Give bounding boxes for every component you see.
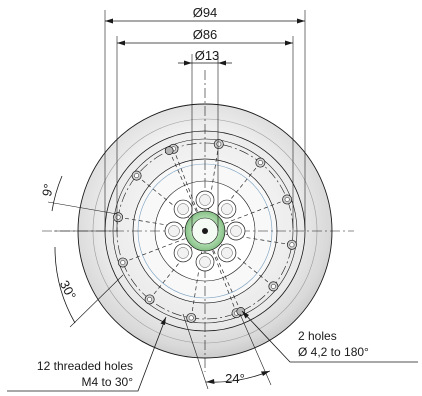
threaded-holes-label: 12 threaded holes [37,359,133,373]
dim86-arrow-right [285,40,293,46]
angle24-ext-left [182,313,209,390]
threaded-leader [7,316,167,392]
angle-9: 9° [39,182,56,197]
counterbore-hole-core [168,225,180,237]
threaded-hole-core [216,141,222,147]
dim-center-bore: Ø13 [195,48,220,63]
threaded-hole-core [289,242,295,248]
counterbore-hole-core [199,194,211,206]
pin-hole [164,146,174,155]
dim13-arrow-left [184,60,192,66]
threaded-hole-core [257,160,263,166]
threaded-hole-core [188,315,194,321]
angle30-arc [54,246,76,324]
threaded-holes [113,139,297,323]
counterbore-hole-core [177,247,189,259]
pin-holes-spec: Ø 4,2 to 180° [298,345,369,359]
dim86-arrow-left [117,40,125,46]
angle24-arrow-right [261,371,270,376]
counterbore-hole-core [221,203,233,215]
threaded-hole-core [270,283,276,289]
counterbore-hole-core [177,203,189,215]
threaded-leader-arrow [160,317,166,325]
angle9-ext [47,201,118,215]
dim-outer-diameter: Ø94 [193,5,218,20]
counterbore-hole-core [221,247,233,259]
threaded-hole-core [115,214,121,220]
threaded-hole-core [134,173,140,179]
dim94-arrow-left [105,18,113,24]
threaded-hole-core [147,296,153,302]
pin-leader-arrow [242,311,249,319]
angle30-ext [69,274,124,328]
angle9-arc [51,175,63,212]
dim-bolt-circle: Ø86 [193,27,218,42]
counterbore-hole-core [230,225,242,237]
counterbore-holes [164,190,246,272]
angle-30: 30° [57,278,79,302]
threaded-hole-core [120,260,126,265]
pin-holes-label: 2 holes [298,329,337,343]
angle24-arrow-left [206,379,215,384]
center-bore-core [202,228,208,234]
threaded-hole-core [284,197,290,202]
angle-24: 24° [225,371,245,386]
pin-leader [241,310,418,363]
counterbore-hole-core [199,256,211,268]
dim94-arrow-right [297,18,305,24]
dim13-arrow-right [218,60,226,66]
threaded-holes-spec: M4 to 30° [82,375,134,389]
